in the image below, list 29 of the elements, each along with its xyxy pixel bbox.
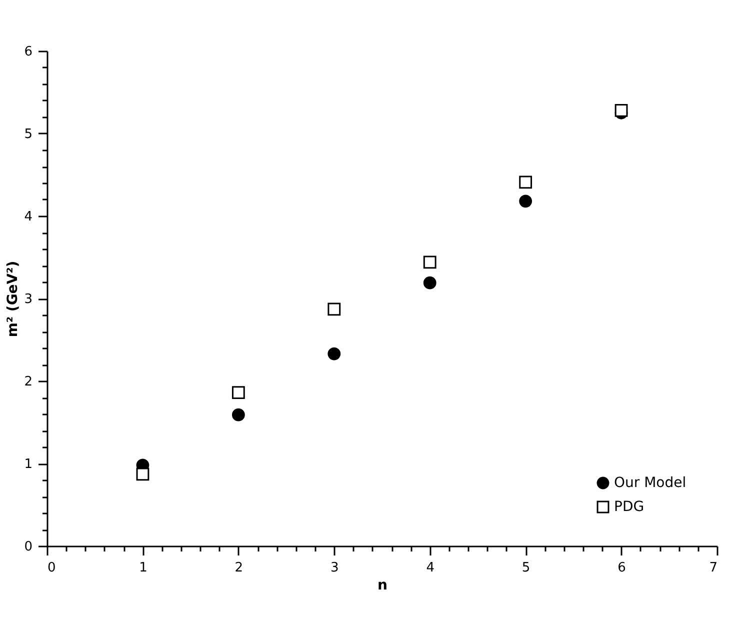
y-tick-label: 5	[24, 127, 32, 142]
point	[423, 276, 436, 290]
y-tick-label: 4	[24, 210, 32, 224]
x-tick-label: 0	[48, 560, 56, 576]
point	[519, 194, 532, 208]
point	[232, 408, 245, 422]
x-tick-label: 6	[618, 560, 626, 576]
x-tick-label: 2	[234, 560, 244, 576]
point	[614, 104, 628, 117]
x-tick-label: 4	[426, 560, 434, 576]
x-tick-label: 7	[709, 560, 718, 576]
point	[328, 302, 341, 316]
x-axis-title: n	[378, 578, 388, 594]
x-tick-label: 3	[330, 560, 339, 576]
y-tick-label: 0	[24, 540, 32, 554]
x-tick-label: 1	[139, 560, 148, 576]
y-tick-label: 3	[24, 292, 32, 307]
legend-label: Our Model	[614, 475, 686, 491]
x-tick-label: 5	[522, 560, 530, 576]
point	[519, 176, 532, 189]
point	[423, 256, 436, 269]
y-tick-label: 1	[24, 457, 32, 472]
point	[136, 468, 150, 481]
point	[328, 347, 341, 360]
point	[232, 386, 245, 399]
y-tick-label: 2	[24, 374, 32, 390]
legend-label: PDG	[614, 499, 644, 515]
y-axis-title: m² (GeV²)	[5, 260, 22, 338]
y-tick-label: 6	[24, 44, 32, 60]
